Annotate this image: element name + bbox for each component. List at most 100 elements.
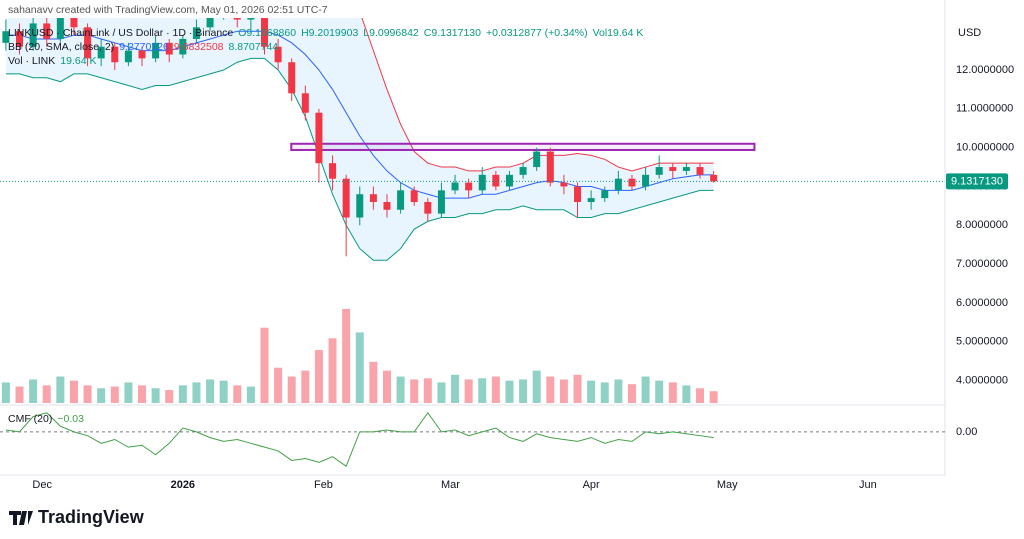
volume-bar [137,385,146,403]
candle-body [301,93,309,113]
volume-bar [29,379,38,403]
volume-bar [83,385,92,403]
volume-bar [396,376,405,403]
candle-body [56,18,64,39]
volume-bar [260,327,269,403]
candle-body [233,18,241,20]
y-tick-label: 4.0000000 [956,374,1008,386]
candle-body [260,18,268,47]
y-tick-label: 7.0000000 [956,258,1008,270]
volume-bar [246,386,255,403]
y-tick-label: 10.0000000 [956,142,1014,154]
volume: Vol19.64 K [592,27,644,39]
volume-bar [696,388,705,403]
x-tick-label: 2026 [171,479,195,491]
candle-body [682,167,690,171]
currency: USD [958,27,981,39]
cmf-line [5,411,714,467]
volume-bar [478,378,487,403]
candle-body [329,163,337,179]
bb-fill [5,18,714,261]
volume-bar [124,382,133,403]
candle-body [138,50,146,59]
volume-bar [233,385,242,403]
cmf-legend: CMF (20) −0.03 [8,413,89,425]
candle-body [533,151,541,168]
footer-logo: TradingView [9,507,145,527]
volume-bar [69,380,78,403]
candle-body [710,174,718,182]
author: sahanavv created with TradingView.com, M… [8,4,328,16]
y-tick-label: 8.0000000 [956,219,1008,231]
candle-body [165,42,173,55]
y-tick-label: 11.0000000 [956,103,1013,115]
candle-body [492,174,500,187]
volume-bar [178,385,187,403]
candle-body [206,18,214,28]
volume-bar [56,376,65,403]
volume-bar [287,376,296,403]
last-price-label: 9.1317130 [951,175,1003,187]
candle-body [560,182,568,187]
volume-bar [1,382,10,403]
volume-bar [301,370,310,403]
bb-lower: 8.8707744 [228,41,279,53]
zone-box [290,142,756,151]
symbol: LINKUSD · ChainLink / US Dollar · 1D · B… [8,27,234,39]
brand: TradingView [38,507,145,527]
volume-bar [97,388,106,403]
open: O9.1068860 [238,27,297,39]
vol-name: Vol · LINK [8,55,56,67]
bb-basis: 9.2770126 [119,41,169,53]
candle-body [614,178,622,191]
volume-bar [382,370,391,403]
candle-body [369,194,377,202]
candle-body [410,190,418,202]
volume-bar [519,379,528,403]
candle-body [574,186,582,202]
volume-bar [410,379,419,403]
axes: 4.0000000 5.0000000 6.0000000 7.0000000 8.00… [32,64,1014,491]
price-pane [0,18,945,403]
volume-bar [437,382,446,403]
volume-bar [423,378,432,403]
candle-body [2,31,10,43]
candle-body [505,174,513,187]
volume-bar [151,388,160,403]
candle-body [478,174,486,191]
volume-bar [192,382,201,403]
candle-body [29,23,37,47]
x-tick-label: Apr [583,479,600,491]
bb-upper: 9.6832508 [173,41,224,53]
volume-bar [655,380,664,403]
volume-bar [668,382,677,403]
close: C9.1317130 [423,27,481,39]
volume-bar [573,374,582,403]
candle-body [437,190,445,214]
volume-bar [42,385,51,403]
candle-body [179,38,187,55]
candle-body [97,46,105,59]
y-tick-label: 6.0000000 [956,297,1008,309]
candle-body [655,167,663,175]
cmf-value: −0.03 [57,413,84,425]
candle-body [587,198,595,202]
bb-legend: BB (20, SMA, close, 2) 9.2770126 9.6832508… [8,41,283,53]
bb-middle [5,30,714,199]
candle-body [288,62,296,94]
candle-body [247,18,255,20]
vol-legend: Vol · LINK 19.64 K [8,55,101,67]
candle-body [519,167,527,175]
volume-bar [641,376,650,403]
candle-body [356,194,364,218]
volume-bar [369,361,378,403]
volume-bar [165,390,174,403]
volume-bar [464,379,473,403]
y-tick-label: 12.0000000 [956,64,1014,76]
volume-bar [546,376,555,403]
volume-bar [219,380,228,403]
candle-body [274,46,282,63]
candle-body [16,31,24,47]
last-price-tag [946,173,1008,190]
